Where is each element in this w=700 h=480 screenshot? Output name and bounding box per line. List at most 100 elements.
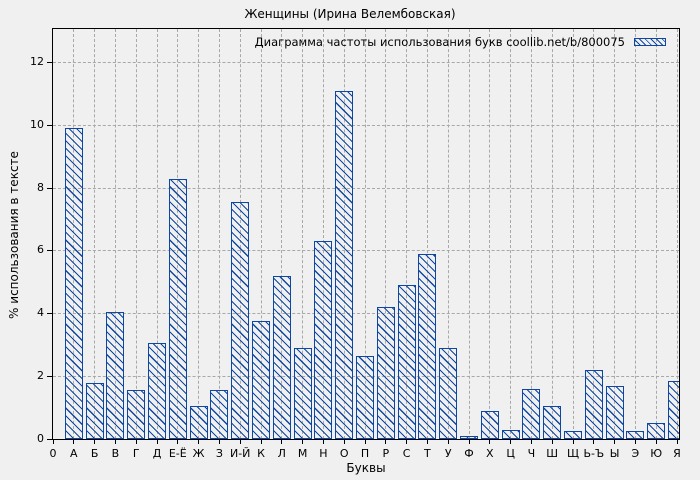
- x-tick-mark: [655, 440, 657, 444]
- bar: [252, 321, 270, 439]
- y-tick-label: 8: [37, 180, 44, 194]
- bar: [564, 431, 582, 439]
- bar: [356, 355, 374, 439]
- x-tick-mark: [614, 440, 616, 444]
- y-tick-mark: [47, 375, 52, 377]
- v-gridline: [489, 29, 491, 439]
- x-tick-label: П: [360, 447, 370, 460]
- bar: [376, 307, 395, 439]
- bar: [168, 178, 187, 439]
- x-tick-mark: [135, 440, 137, 444]
- x-tick-label: Н: [319, 447, 328, 460]
- x-tick-label: У: [444, 447, 452, 460]
- x-tick-label: Х: [486, 447, 494, 460]
- x-tick-label: Ш: [546, 447, 559, 460]
- bar: [64, 128, 83, 439]
- bar: [335, 90, 354, 439]
- v-gridline: [198, 29, 200, 439]
- x-tick-mark: [114, 440, 116, 444]
- bar: [543, 406, 562, 439]
- v-gridline: [468, 29, 470, 439]
- x-tick-label: Г: [132, 447, 140, 460]
- x-tick-label: Ф: [464, 447, 474, 460]
- x-tick-label: Е-Ё: [168, 447, 187, 460]
- v-gridline: [302, 29, 304, 439]
- bar: [148, 343, 166, 439]
- bar: [460, 435, 478, 439]
- x-tick-mark: [426, 440, 428, 444]
- chart-title: Женщины (Ирина Велембовская): [244, 7, 456, 21]
- x-tick-mark: [322, 440, 324, 444]
- y-tick-mark: [47, 250, 52, 252]
- bar: [626, 431, 645, 439]
- v-gridline: [260, 29, 262, 439]
- x-tick-label: 0: [49, 447, 57, 460]
- bar: [439, 348, 458, 439]
- y-tick-mark: [47, 187, 52, 189]
- h-gridline: [53, 187, 679, 189]
- x-tick-label: Э: [631, 447, 640, 460]
- x-tick-mark: [94, 440, 96, 444]
- v-gridline: [218, 29, 220, 439]
- x-tick-mark: [343, 440, 345, 444]
- x-tick-mark: [447, 440, 449, 444]
- v-gridline: [676, 29, 678, 439]
- x-tick-mark: [385, 440, 387, 444]
- x-tick-label: Т: [424, 447, 431, 460]
- legend-swatch-hatched-bar-icon: [634, 38, 666, 46]
- h-gridline: [53, 62, 679, 64]
- x-tick-label: Я: [673, 447, 681, 460]
- v-gridline: [572, 29, 574, 439]
- v-gridline: [614, 29, 616, 439]
- x-tick-label: О: [339, 447, 349, 460]
- x-tick-mark: [156, 440, 158, 444]
- x-tick-label: И-Й: [229, 447, 251, 460]
- y-tick-mark: [47, 438, 52, 440]
- y-tick-label: 10: [30, 117, 44, 131]
- x-tick-label: Б: [90, 447, 99, 460]
- y-tick-mark: [47, 124, 52, 126]
- x-tick-label: Ы: [609, 447, 620, 460]
- bar: [189, 406, 208, 439]
- v-gridline: [551, 29, 553, 439]
- bar: [293, 348, 312, 439]
- x-tick-mark: [551, 440, 553, 444]
- x-tick-mark: [676, 440, 678, 444]
- v-gridline: [281, 29, 283, 439]
- x-tick-mark: [260, 440, 262, 444]
- x-tick-label: Л: [277, 447, 286, 460]
- x-tick-mark: [510, 440, 512, 444]
- v-gridline: [447, 29, 449, 439]
- v-gridline: [655, 29, 657, 439]
- legend: Диаграмма частоты использования букв coo…: [255, 35, 666, 49]
- v-gridline: [385, 29, 387, 439]
- x-tick-label: С: [402, 447, 411, 460]
- v-gridline: [322, 29, 324, 439]
- bar: [397, 285, 416, 439]
- y-axis-label: % использования в тексте: [7, 151, 21, 319]
- bar: [418, 253, 437, 439]
- bar: [85, 382, 104, 439]
- v-gridline: [94, 29, 96, 439]
- x-tick-label: Ж: [192, 447, 205, 460]
- bar: [668, 380, 679, 439]
- x-tick-mark: [73, 440, 75, 444]
- v-gridline: [364, 29, 366, 439]
- bar: [584, 370, 603, 439]
- x-tick-mark: [406, 440, 408, 444]
- y-tick-label: 0: [37, 431, 44, 445]
- v-gridline: [426, 29, 428, 439]
- h-gridline: [53, 313, 679, 315]
- x-tick-mark: [530, 440, 532, 444]
- v-gridline: [593, 29, 595, 439]
- x-tick-mark: [468, 440, 470, 444]
- y-tick-label: 12: [30, 55, 44, 69]
- y-tick-label: 2: [37, 368, 44, 382]
- bar: [106, 311, 125, 439]
- x-tick-mark: [364, 440, 366, 444]
- bar: [480, 410, 499, 439]
- v-gridline: [156, 29, 158, 439]
- x-tick-mark: [302, 440, 304, 444]
- x-tick-label: Ч: [527, 447, 536, 460]
